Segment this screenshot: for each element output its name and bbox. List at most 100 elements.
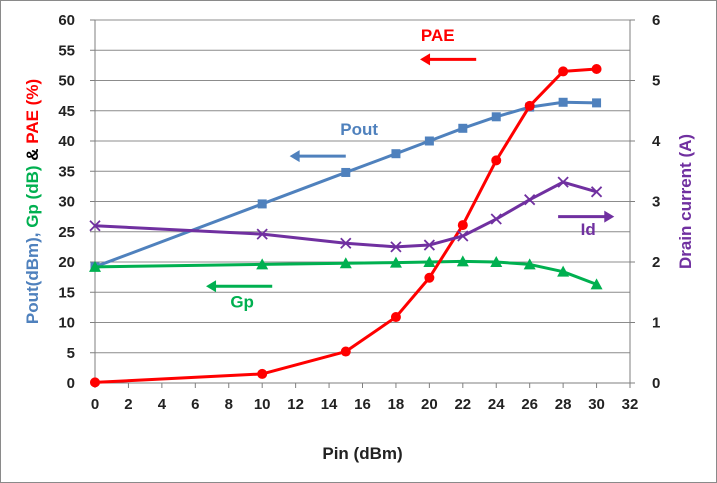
y-left-tick-label: 50: [58, 73, 75, 90]
point-pae: [90, 377, 100, 388]
annotation-label: Gp: [230, 292, 254, 311]
x-tick-label: 14: [321, 396, 338, 413]
point-x-stroke: [557, 176, 569, 188]
y-left-tick-label: 15: [58, 284, 75, 301]
y-right-tick-label: 5: [652, 73, 660, 90]
annotations: PAE Pout Id Gp: [206, 26, 615, 311]
axes: [90, 19, 635, 388]
y-right-axis-title: Drain current (A): [676, 134, 695, 269]
series-gp: [89, 255, 603, 290]
point-x-stroke: [423, 239, 436, 251]
point-x-stroke: [490, 213, 502, 225]
point-pout: [491, 112, 501, 122]
series-line-id: [94, 180, 597, 249]
gridlines: [95, 19, 630, 354]
point-pae: [340, 346, 351, 357]
x-tick-label: 20: [421, 396, 438, 413]
point-gp: [490, 256, 503, 267]
y-left-tick-label: 0: [67, 375, 75, 392]
point-gp: [523, 258, 536, 270]
y-left-tick-label: 5: [67, 345, 75, 362]
point-gp: [256, 258, 269, 270]
annotation-label: Id: [581, 220, 596, 239]
y-left-tick-label: 25: [58, 224, 75, 241]
y-right-tick-label: 1: [652, 315, 660, 332]
y-left-tick-label: 55: [58, 42, 75, 59]
point-pae: [491, 155, 502, 166]
series-line-gp: [94, 259, 598, 286]
x-tick-label: 18: [388, 396, 405, 413]
point-pae: [558, 66, 569, 77]
y-left-tick-label: 20: [58, 254, 75, 271]
series-line-pout: [94, 100, 597, 269]
x-tick-label: 8: [225, 396, 233, 413]
point-x-stroke: [390, 241, 402, 253]
x-tick-label: 6: [191, 396, 199, 413]
point-gp: [557, 265, 570, 277]
y-right-tick-label: 2: [652, 254, 660, 271]
point-id: [390, 241, 402, 253]
series-line-pae: [94, 67, 597, 384]
point-x-stroke: [340, 237, 352, 249]
point-id: [89, 220, 101, 232]
point-pout: [341, 167, 351, 177]
y-left-tick-label: 30: [58, 194, 75, 211]
point-id: [457, 230, 469, 242]
point-pout: [257, 199, 267, 209]
tick-labels: 0 2 4 6 8 10 12 14 16 18 20 22 24 26 28 30 3205101520253…: [58, 12, 661, 413]
x-tick-label: 32: [622, 396, 639, 413]
x-axis-title: Pin (dBm): [322, 444, 402, 463]
x-tick-label: 12: [287, 396, 304, 413]
point-pout: [558, 97, 568, 107]
point-x-stroke: [524, 194, 536, 206]
point-pout: [458, 123, 468, 133]
y-right-tick-label: 6: [652, 12, 660, 29]
arrowhead-icon: [420, 53, 431, 66]
x-tick-label: 24: [488, 396, 505, 413]
point-x-stroke: [590, 186, 603, 198]
point-id: [423, 239, 436, 251]
y-left-axis-title: Pout(dBm), Gp (dB) & PAE (%): [23, 79, 42, 324]
series: [89, 64, 603, 388]
series-pae: [90, 64, 602, 388]
x-tick-label: 30: [588, 396, 605, 413]
point-id: [340, 237, 352, 249]
x-tick-label: 0: [91, 396, 99, 413]
point-x-stroke: [457, 230, 469, 242]
annotation-id: Id: [558, 210, 615, 239]
point-pae: [524, 100, 535, 111]
point-gp: [590, 278, 603, 290]
point-id: [557, 176, 569, 188]
y-left-tick-label: 35: [58, 163, 75, 180]
y-right-tick-label: 3: [652, 194, 660, 211]
point-pae: [457, 220, 468, 231]
y-right-tick-label: 0: [652, 375, 660, 392]
y-left-title-part: &: [23, 144, 42, 161]
x-tick-label: 28: [555, 396, 572, 413]
x-tick-label: 10: [254, 396, 271, 413]
point-id: [524, 194, 536, 206]
y-left-tick-label: 40: [58, 133, 75, 150]
point-gp: [89, 260, 101, 272]
y-left-title-part: PAE (%): [23, 79, 42, 144]
x-tick-label: 22: [454, 396, 471, 413]
point-x-stroke: [89, 220, 101, 232]
x-tick-label: 4: [158, 396, 167, 413]
y-left-tick-label: 10: [58, 315, 75, 332]
point-id: [490, 213, 502, 225]
y-left-tick-label: 45: [58, 103, 75, 120]
x-tick-label: 2: [124, 396, 132, 413]
annotation-pout: Pout: [289, 120, 378, 163]
annotation-gp: Gp: [206, 280, 273, 311]
y-left-tick-label: 60: [58, 12, 75, 29]
point-gp: [456, 255, 469, 267]
y-left-title-part: Pout(dBm),: [23, 228, 42, 324]
point-id: [590, 186, 603, 198]
point-gp: [339, 257, 352, 269]
point-pae: [257, 368, 268, 379]
point-pae: [390, 312, 401, 323]
x-tick-label: 16: [354, 396, 371, 413]
y-left-title-part: Gp (dB): [23, 161, 42, 228]
